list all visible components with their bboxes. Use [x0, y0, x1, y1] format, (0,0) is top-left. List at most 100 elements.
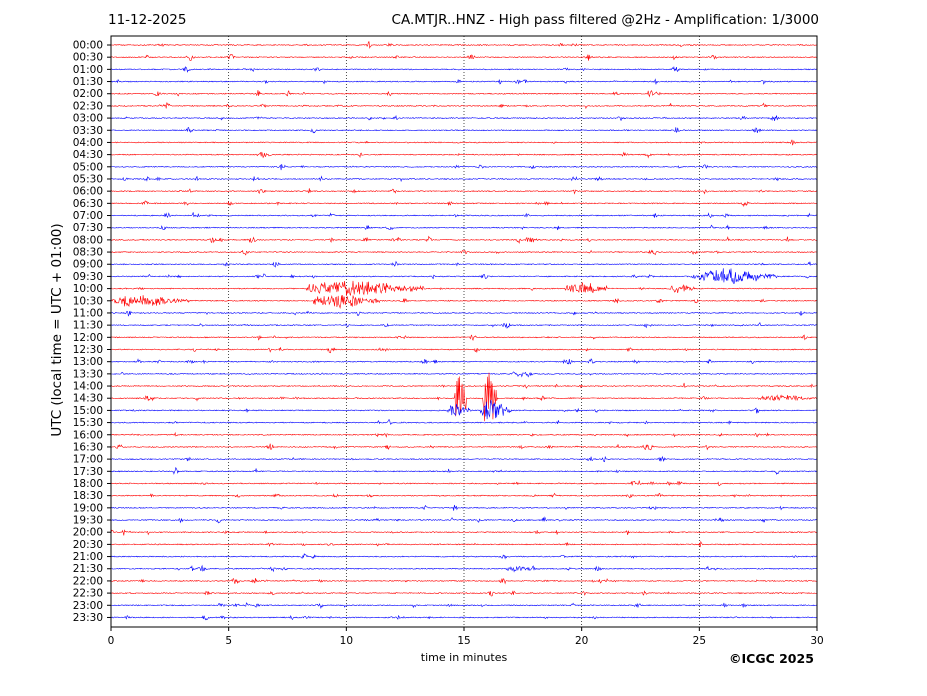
- y-tick-label: 20:30: [73, 539, 103, 551]
- trace-row-2100: [110, 553, 817, 560]
- y-tick-label: 04:30: [73, 149, 103, 161]
- trace-row-1030: [110, 295, 818, 309]
- trace-row-0030: [110, 54, 818, 62]
- y-tick-label: 06:00: [73, 186, 103, 198]
- trace-row-0230: [110, 102, 818, 110]
- copyright-label: ©ICGC 2025: [729, 651, 814, 666]
- y-tick-label: 00:00: [73, 40, 103, 52]
- y-tick-label: 14:00: [73, 381, 103, 393]
- trace-row-1000: [110, 280, 818, 296]
- trace-row-1930: [110, 516, 818, 524]
- trace-row-1700: [111, 455, 817, 463]
- trace-row-2300: [111, 602, 818, 610]
- x-axis-label: time in minutes: [420, 651, 508, 664]
- x-tick-label: 20: [575, 635, 588, 647]
- trace-row-2330: [110, 614, 818, 621]
- trace-row-1830: [110, 492, 818, 499]
- y-tick-label: 21:00: [73, 551, 103, 563]
- y-tick-label: 16:00: [73, 429, 103, 441]
- trace-row-0530: [110, 175, 817, 183]
- trace-row-1630: [110, 443, 818, 451]
- trace-row-0500: [110, 164, 818, 171]
- y-tick-label: 01:00: [73, 64, 103, 76]
- y-tick-label: 23:00: [73, 600, 103, 612]
- y-tick-label: 05:00: [73, 161, 103, 173]
- y-tick-label: 17:00: [73, 454, 103, 466]
- trace-row-2230: [110, 590, 818, 597]
- x-axis-ticks: 0 5 10 15 20 25 30: [108, 627, 824, 647]
- y-tick-label: 20:00: [73, 527, 103, 539]
- x-tick-label: 0: [108, 635, 115, 647]
- y-tick-label: 21:30: [73, 563, 103, 575]
- plot-frame: [110, 35, 818, 628]
- y-tick-label: 11:30: [73, 320, 103, 332]
- trace-row-1900: [110, 504, 818, 511]
- trace-row-0400: [110, 139, 817, 146]
- trace-row-1400: [110, 382, 818, 389]
- trace-row-0100: [110, 65, 818, 73]
- trace-row-0900: [110, 260, 818, 268]
- trace-row-0430: [110, 151, 818, 159]
- y-tick-label: 05:30: [73, 173, 103, 185]
- y-tick-label: 07:00: [73, 210, 103, 222]
- y-tick-label: 16:30: [73, 441, 103, 453]
- y-tick-label: 09:00: [73, 259, 103, 271]
- y-tick-label: 03:00: [73, 113, 103, 125]
- trace-row-1130: [111, 321, 818, 329]
- y-tick-label: 08:00: [73, 234, 103, 246]
- y-tick-label: 17:30: [73, 466, 103, 478]
- trace-row-1330: [110, 371, 818, 378]
- trace-row-2000: [110, 529, 818, 536]
- trace-row-1100: [110, 310, 817, 317]
- x-tick-label: 25: [693, 635, 706, 647]
- y-tick-label: 15:30: [73, 417, 103, 429]
- y-tick-label: 01:30: [73, 76, 103, 88]
- y-tick-label: 04:00: [73, 137, 103, 149]
- y-tick-label: 19:00: [73, 502, 103, 514]
- y-tick-label: 03:30: [73, 125, 103, 137]
- y-tick-label: 18:30: [73, 490, 103, 502]
- x-tick-label: 30: [810, 635, 823, 647]
- y-axis-ticks: 00:0000:3001:0001:3002:0002:3003:0003:30…: [73, 40, 111, 624]
- date-label: 11-12-2025: [108, 12, 187, 28]
- x-tick-label: 15: [457, 635, 470, 647]
- trace-row-1600: [110, 431, 818, 438]
- trace-row-0300: [110, 114, 818, 122]
- trace-row-0800: [110, 235, 818, 244]
- trace-row-0730: [110, 224, 818, 231]
- y-tick-label: 02:00: [73, 88, 103, 100]
- trace-row-1200: [110, 334, 818, 341]
- y-tick-label: 07:30: [73, 222, 103, 234]
- chart-title: CA.MTJR..HNZ - High pass filtered @2Hz -…: [391, 12, 819, 28]
- trace-row-0600: [110, 188, 818, 195]
- trace-row-0930: [110, 268, 818, 284]
- y-tick-label: 06:30: [73, 198, 103, 210]
- y-tick-label: 22:30: [73, 588, 103, 600]
- trace-row-1800: [110, 480, 818, 487]
- trace-row-0830: [110, 249, 818, 256]
- x-tick-label: 10: [340, 635, 353, 647]
- x-tick-label: 5: [225, 635, 232, 647]
- y-axis-label: UTC (local time = UTC + 01:00): [49, 223, 65, 437]
- y-tick-label: 19:30: [73, 515, 103, 527]
- trace-row-2130: [111, 564, 818, 573]
- trace-row-0130: [110, 78, 817, 85]
- trace-row-1730: [110, 466, 817, 475]
- seismic-traces: [110, 41, 818, 621]
- y-tick-label: 22:00: [73, 575, 103, 587]
- y-tick-label: 15:00: [73, 405, 103, 417]
- y-tick-label: 12:30: [73, 344, 103, 356]
- y-tick-label: 10:00: [73, 283, 103, 295]
- y-tick-label: 13:30: [73, 368, 103, 380]
- y-tick-label: 08:30: [73, 247, 103, 259]
- trace-row-1300: [110, 358, 818, 365]
- y-tick-label: 00:30: [73, 52, 103, 64]
- trace-row-0200: [110, 89, 818, 98]
- trace-row-0630: [110, 200, 818, 208]
- trace-row-0000: [110, 41, 818, 49]
- gridlines: [228, 36, 700, 627]
- trace-row-1530: [110, 419, 818, 426]
- y-tick-label: 09:30: [73, 271, 103, 283]
- y-tick-label: 10:30: [73, 295, 103, 307]
